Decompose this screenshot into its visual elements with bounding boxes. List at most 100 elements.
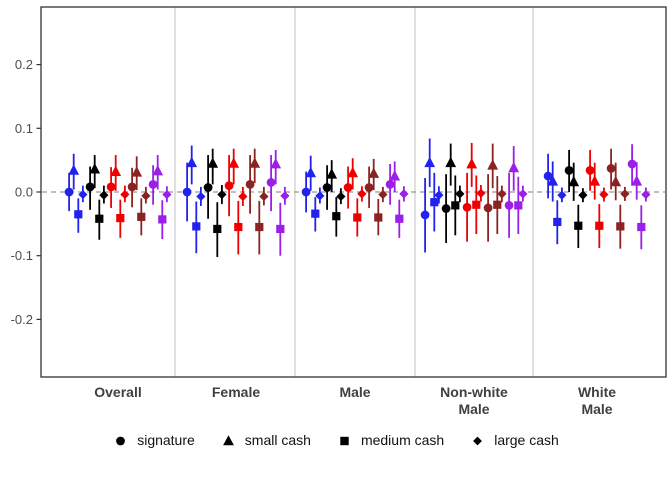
circle-marker — [564, 165, 574, 175]
triangle-marker — [228, 157, 240, 168]
circle-marker — [385, 179, 395, 189]
square-marker — [574, 221, 583, 230]
square-marker — [255, 222, 264, 232]
triangle-marker — [305, 166, 317, 178]
circle-marker — [106, 182, 116, 192]
circle-marker — [322, 183, 332, 192]
triangle-marker — [326, 168, 338, 179]
legend-label: large cash — [494, 432, 559, 448]
square-marker — [95, 214, 104, 223]
square-marker — [395, 214, 404, 223]
square-marker — [472, 200, 481, 209]
diamond-marker — [162, 189, 172, 200]
triangle-marker — [631, 175, 643, 186]
circle-marker — [627, 159, 637, 169]
triangle-marker — [152, 164, 164, 176]
legend-label: small cash — [244, 432, 311, 448]
legend-item-medium-cash: medium cash — [337, 432, 444, 448]
diamond-marker — [315, 191, 325, 201]
square-marker — [374, 213, 383, 222]
square-marker — [137, 212, 146, 221]
triangle-glyph — [222, 434, 234, 445]
diamond-marker — [434, 190, 444, 200]
panel-border — [40, 6, 667, 378]
diamond-marker — [378, 189, 388, 200]
diamond-marker — [78, 189, 88, 200]
circle-marker — [343, 183, 353, 192]
triangle-marker — [589, 175, 601, 186]
diamond-marker — [120, 189, 130, 200]
x-category-label: Overall — [94, 384, 141, 400]
square-icon — [340, 436, 349, 445]
y-tick-label: 0.0 — [15, 185, 33, 200]
circle-glyph — [116, 436, 126, 445]
diamond-marker — [217, 189, 227, 200]
square-marker — [553, 217, 562, 227]
circle-marker — [127, 182, 137, 192]
legend-label: signature — [137, 432, 195, 448]
triangle-marker — [610, 175, 622, 187]
circle-marker — [420, 210, 430, 220]
diamond-marker — [476, 188, 486, 198]
circle-marker — [64, 187, 74, 197]
square-marker — [116, 214, 125, 223]
triangle-marker — [347, 166, 359, 178]
triangle-marker — [249, 157, 261, 168]
triangle-marker — [207, 157, 219, 168]
circle-marker — [148, 179, 158, 189]
triangle-marker — [89, 163, 101, 174]
square-marker — [616, 222, 625, 231]
x-category-label: White — [578, 384, 616, 400]
diamond-marker — [238, 191, 248, 202]
circle-marker — [585, 165, 595, 175]
circle-icon — [116, 436, 126, 445]
square-marker — [451, 201, 460, 210]
circle-marker — [203, 183, 213, 192]
y-tick-label: -0.1 — [11, 248, 33, 263]
circle-marker — [462, 202, 472, 212]
diamond-marker — [557, 190, 567, 200]
circle-marker — [504, 200, 514, 210]
circle-marker — [606, 164, 616, 173]
triangle-marker — [424, 156, 436, 168]
diamond-marker — [336, 191, 346, 202]
triangle-marker — [186, 156, 198, 168]
diamond-marker — [196, 191, 206, 202]
triangle-marker — [270, 157, 282, 169]
circle-marker — [301, 187, 311, 197]
square-glyph — [340, 436, 349, 445]
circle-marker — [224, 181, 234, 191]
y-tick-label: -0.2 — [11, 312, 33, 327]
circle-marker — [85, 182, 95, 192]
diamond-marker — [599, 189, 609, 200]
circle-marker — [441, 204, 451, 213]
y-tick-label: 0.2 — [15, 57, 33, 72]
y-tick-label: 0.1 — [15, 121, 33, 136]
diamond-marker — [141, 191, 151, 201]
triangle-marker — [508, 161, 520, 173]
diamond-marker — [99, 190, 109, 200]
diamond-marker — [641, 189, 651, 200]
square-marker — [158, 215, 167, 224]
square-marker — [430, 198, 439, 207]
chart-legend: signature small cash medium cash large cash — [0, 432, 672, 448]
circle-marker — [483, 203, 493, 213]
square-marker — [332, 212, 341, 221]
x-category-label: Male — [581, 401, 612, 417]
legend-item-small-cash: small cash — [221, 432, 311, 448]
circle-marker — [364, 183, 374, 192]
triangle-marker — [68, 164, 80, 175]
diamond-marker — [578, 190, 588, 200]
legend-item-large-cash: large cash — [470, 432, 559, 448]
diamond-marker — [620, 189, 630, 199]
square-marker — [493, 200, 502, 209]
circle-marker — [245, 179, 255, 189]
triangle-marker — [466, 157, 478, 169]
diamond-marker — [399, 189, 409, 199]
triangle-marker — [547, 175, 559, 186]
triangle-marker — [110, 165, 122, 177]
triangle-marker — [445, 156, 457, 168]
x-category-label: Male — [458, 401, 489, 417]
